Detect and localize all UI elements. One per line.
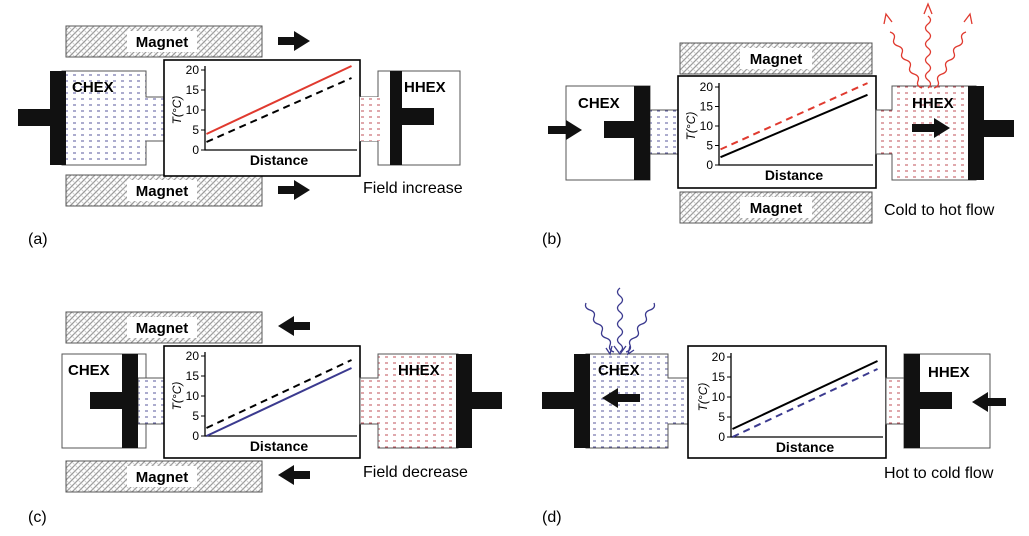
- y-tick-label: 15: [186, 369, 200, 383]
- chex-plate: [50, 71, 66, 165]
- arrow-left-icon: [972, 392, 1006, 412]
- chex-label: CHEX: [578, 95, 620, 112]
- y-tick-label: 20: [186, 63, 200, 77]
- y-tick-label: 20: [186, 349, 200, 363]
- series-line-solid: [732, 360, 878, 430]
- charts-layer: 20 15 10 5 0 T(°C) Distance 20 15 10 5 0 T(°C) Distan…: [170, 63, 883, 455]
- chex-label: CHEX: [72, 79, 114, 96]
- panel-b: Magnet Magnet CHEX HHEX Cold to hot flow…: [542, 2, 1014, 248]
- y-tick-label: 15: [700, 100, 714, 114]
- y-axis-label: T(°C): [696, 383, 710, 412]
- hhex-plate: [456, 354, 472, 448]
- y-tick-label: 20: [712, 350, 726, 364]
- chex-label: CHEX: [598, 362, 640, 379]
- hhex-label: HHEX: [928, 364, 970, 381]
- y-tick-label: 20: [700, 80, 714, 94]
- y-tick-label: 10: [712, 390, 726, 404]
- y-axis-label: T(°C): [170, 382, 184, 411]
- y-tick-label: 10: [186, 389, 200, 403]
- x-axis-label: Distance: [776, 439, 835, 455]
- chex-plate: [634, 86, 650, 180]
- arrow-right-icon: [278, 31, 310, 51]
- panel-a: Magnet Magnet CHEX HHEX Field increase (…: [18, 25, 463, 248]
- panel-caption: Hot to cold flow: [884, 465, 994, 482]
- x-axis-label: Distance: [765, 167, 824, 183]
- chex-plate: [122, 354, 138, 448]
- hhex-rod: [400, 108, 434, 125]
- panel-tag: (c): [28, 509, 47, 526]
- y-tick-label: 0: [192, 429, 199, 443]
- arrow-left-icon: [278, 465, 310, 485]
- chex-rod: [604, 121, 636, 138]
- chex-rod: [542, 392, 576, 409]
- hhex-label: HHEX: [398, 362, 440, 379]
- y-tick-label: 5: [192, 409, 199, 423]
- chex-rod: [18, 109, 52, 126]
- magnet-label: Magnet: [136, 34, 189, 51]
- hhex-rod: [982, 120, 1014, 137]
- x-axis-label: Distance: [250, 152, 309, 168]
- y-tick-label: 15: [186, 83, 200, 97]
- panel-c: Magnet Magnet CHEX HHEX Field decrease (…: [28, 311, 502, 526]
- hhex-plate: [390, 71, 402, 165]
- hhex-plate: [904, 354, 920, 448]
- y-tick-label: 5: [718, 410, 725, 424]
- series-line-dashed: [206, 359, 352, 429]
- arrow-left-icon: [278, 316, 310, 336]
- heat-release-icon: [883, 2, 973, 89]
- panel-caption: Field increase: [363, 180, 463, 197]
- panel-tag: (b): [542, 231, 562, 248]
- y-tick-label: 0: [718, 430, 725, 444]
- chart-b: 20 15 10 5 0 T(°C) Distance: [684, 80, 873, 183]
- chex-label: CHEX: [68, 362, 110, 379]
- series-line-solid: [720, 93, 868, 159]
- y-tick-label: 5: [706, 139, 713, 153]
- y-axis-label: T(°C): [684, 112, 698, 141]
- chex-rod: [90, 392, 124, 409]
- chart-a: 20 15 10 5 0 T(°C) Distance: [170, 63, 357, 168]
- y-tick-label: 10: [186, 103, 200, 117]
- hhex-rod: [918, 392, 952, 409]
- panel-caption: Field decrease: [363, 464, 468, 481]
- chart-d: 20 15 10 5 0 T(°C) Distance: [696, 350, 883, 455]
- chex-plate: [574, 354, 590, 448]
- arrow-right-icon: [548, 120, 582, 140]
- hhex-label: HHEX: [912, 95, 954, 112]
- magnet-label: Magnet: [136, 469, 189, 486]
- heat-absorb-icon: [584, 287, 656, 356]
- hhex-label: HHEX: [404, 79, 446, 96]
- arrow-left-icon: [602, 388, 640, 408]
- series-line-dashed: [720, 82, 868, 151]
- y-tick-label: 5: [192, 123, 199, 137]
- y-tick-label: 0: [706, 158, 713, 172]
- y-tick-label: 10: [700, 119, 714, 133]
- magnet-label: Magnet: [136, 320, 189, 337]
- y-tick-label: 15: [712, 370, 726, 384]
- series-line-dashed: [206, 77, 352, 143]
- x-axis-label: Distance: [250, 438, 309, 454]
- y-axis-label: T(°C): [170, 96, 184, 125]
- panel-tag: (d): [542, 509, 562, 526]
- magnet-label: Magnet: [136, 183, 189, 200]
- hhex-rod: [470, 392, 502, 409]
- arrow-right-icon: [278, 180, 310, 200]
- series-line-solid: [206, 65, 352, 135]
- y-tick-label: 0: [192, 143, 199, 157]
- magnet-label: Magnet: [750, 51, 803, 68]
- chart-c: 20 15 10 5 0 T(°C) Distance: [170, 349, 357, 454]
- magnet-label: Magnet: [750, 200, 803, 217]
- hhex-plate: [968, 86, 984, 180]
- series-line-dashed: [732, 368, 878, 438]
- arrow-right-icon: [912, 118, 950, 138]
- panel-tag: (a): [28, 231, 48, 248]
- panel-d: CHEX HHEX Hot to cold flow (d): [542, 287, 1006, 526]
- series-line-solid: [206, 367, 352, 437]
- panel-caption: Cold to hot flow: [884, 202, 995, 219]
